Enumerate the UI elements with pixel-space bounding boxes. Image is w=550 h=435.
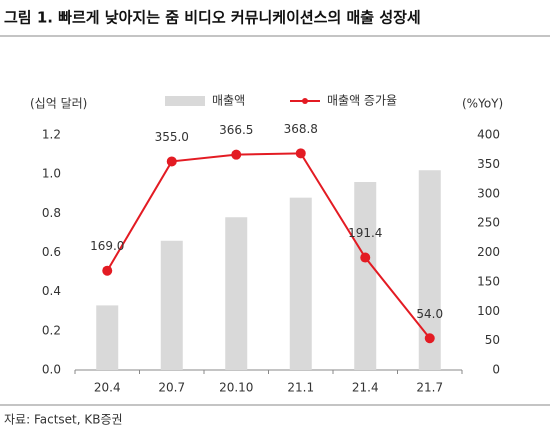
- line-point: [166, 156, 177, 167]
- value-label: 191.4: [348, 226, 382, 240]
- y2-tick-label: 100: [477, 304, 500, 318]
- bar: [225, 217, 248, 370]
- bar: [160, 240, 183, 370]
- line-point: [231, 149, 242, 160]
- value-label: 169.0: [90, 239, 124, 253]
- line-point: [102, 265, 113, 276]
- y-tick-label: 1.2: [42, 128, 61, 142]
- legend-swatch: [165, 96, 205, 106]
- y2-axis-label: (%YoY): [462, 97, 503, 111]
- line-point: [424, 333, 435, 344]
- chart-title: 그림 1. 빠르게 낮아지는 줌 비디오 커뮤니케이션스의 매출 성장세: [4, 9, 421, 27]
- source: 자료: Factset, KB증권: [4, 413, 123, 427]
- y2-tick-label: 300: [477, 186, 500, 200]
- y-tick-label: 1.0: [42, 167, 61, 181]
- x-tick-label: 21.1: [287, 381, 314, 395]
- value-label: 366.5: [219, 123, 253, 137]
- bar: [289, 197, 312, 370]
- y2-tick-label: 350: [477, 157, 500, 171]
- y-tick-label: 0.0: [42, 363, 61, 377]
- y-tick-label: 0.6: [42, 245, 61, 259]
- legend-swatch: [302, 98, 308, 104]
- bar: [354, 182, 377, 370]
- y-tick-label: 0.2: [42, 323, 61, 337]
- y2-tick-label: 50: [485, 333, 500, 347]
- x-tick-label: 20.4: [94, 381, 121, 395]
- value-label: 368.8: [284, 122, 318, 136]
- legend-label: 매출액: [212, 94, 245, 108]
- value-label: 54.0: [416, 307, 443, 321]
- x-tick-label: 20.10: [219, 381, 253, 395]
- legend-label: 매출액 증가율: [327, 94, 397, 108]
- bar: [96, 305, 119, 370]
- bar: [418, 170, 441, 370]
- line-point: [295, 148, 306, 159]
- value-label: 355.0: [155, 130, 189, 144]
- y-axis-label: (십억 달러): [30, 97, 87, 111]
- y-tick-label: 0.8: [42, 206, 61, 220]
- line: [106, 152, 431, 339]
- y2-tick-label: 200: [477, 245, 500, 259]
- line-point: [360, 252, 371, 263]
- y2-tick-label: 150: [477, 274, 500, 288]
- x-tick-label: 20.7: [158, 381, 185, 395]
- x-tick-label: 21.7: [416, 381, 443, 395]
- x-tick-label: 21.4: [352, 381, 379, 395]
- y2-tick-label: 0: [492, 363, 500, 377]
- y2-tick-label: 250: [477, 216, 500, 230]
- y2-tick-label: 400: [477, 128, 500, 142]
- y-tick-label: 0.4: [42, 284, 61, 298]
